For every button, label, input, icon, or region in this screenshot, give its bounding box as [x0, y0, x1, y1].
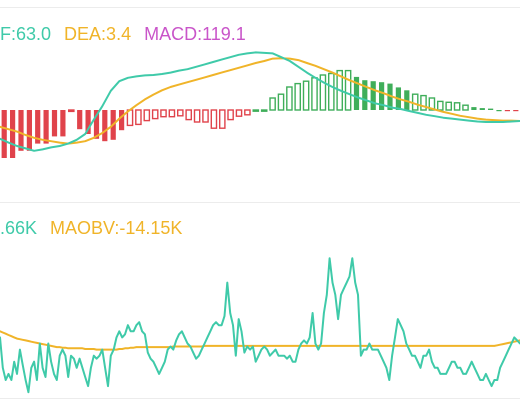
panel-divider	[0, 202, 520, 203]
macd-bar	[119, 110, 125, 131]
top-gridline	[0, 7, 520, 8]
macd-bar	[235, 109, 243, 117]
maobv-line	[0, 330, 520, 351]
macd-bar	[252, 109, 260, 112]
macd-bar	[176, 109, 184, 117]
macd-bar	[353, 76, 360, 110]
macd-bar	[51, 110, 58, 137]
obv-panel: .66K MAOBV:-14.15K	[0, 200, 520, 400]
macd-bar	[328, 72, 335, 111]
macd-bar	[496, 110, 502, 112]
macd-bar	[319, 74, 327, 111]
macd-bar	[227, 109, 234, 121]
macd-bar	[193, 109, 201, 123]
macd-bar	[210, 109, 218, 129]
macd-bar	[43, 110, 49, 144]
dif-value-label: F:63.0	[0, 24, 52, 44]
macd-bar	[453, 102, 461, 111]
macd-bar	[185, 109, 193, 121]
macd-bar	[479, 108, 485, 110]
macd-bar	[504, 110, 510, 112]
macd-bar	[294, 82, 302, 111]
dif-line	[0, 51, 520, 152]
macd-bar	[85, 110, 91, 134]
macd-bar	[362, 80, 368, 110]
macd-bar	[462, 104, 469, 111]
macd-bar	[151, 109, 159, 120]
macd-bar	[168, 109, 176, 118]
macd-bar	[488, 108, 494, 110]
macd-value-label: MACD:119.1	[144, 24, 246, 44]
macd-bar	[67, 109, 75, 113]
macd-bar	[302, 80, 310, 111]
macd-lines	[0, 51, 520, 152]
macd-bar	[93, 110, 100, 139]
macd-bar	[437, 100, 444, 111]
macd-bar	[18, 110, 24, 151]
macd-bar	[244, 109, 251, 116]
macd-bar	[420, 94, 427, 111]
macd-histogram	[1, 69, 519, 158]
macd-bar	[269, 97, 276, 111]
macd-bar	[26, 110, 32, 151]
dea-line	[0, 57, 520, 145]
bottom-gridline	[0, 398, 520, 399]
macd-bar	[1, 110, 7, 158]
macd-bar	[35, 110, 41, 144]
obv-chart	[0, 257, 520, 394]
macd-bar	[102, 110, 108, 142]
macd-bar	[277, 93, 285, 111]
macd-bar	[379, 82, 385, 110]
macd-bar	[218, 109, 226, 129]
dea-value-label: DEA:3.4	[64, 24, 132, 44]
macd-bar	[445, 101, 453, 111]
macd-bar	[428, 97, 436, 111]
macd-bar	[160, 109, 167, 118]
obv-line	[0, 257, 520, 394]
maobv-value-label: MAOBV:-14.15K	[50, 218, 183, 238]
macd-bar	[202, 109, 209, 123]
macd-panel: F:63.0 DEA:3.4 MACD:119.1	[0, 7, 520, 158]
macd-bar	[77, 110, 83, 130]
obv-lines	[0, 257, 520, 394]
obv-value-label: .66K	[0, 218, 38, 238]
macd-bar	[143, 109, 151, 122]
macd-bar	[513, 110, 519, 112]
macd-legend: F:63.0 DEA:3.4 MACD:119.1	[0, 22, 254, 46]
macd-bar	[344, 69, 352, 111]
macd-bar	[286, 86, 293, 111]
macd-bar	[411, 93, 419, 111]
macd-bar	[10, 110, 16, 158]
macd-bar	[260, 109, 268, 112]
macd-bar	[311, 77, 318, 111]
macd-bar	[135, 109, 142, 126]
macd-bar	[370, 81, 376, 110]
macd-chart	[0, 51, 520, 158]
macd-bar	[60, 110, 66, 137]
obv-legend: .66K MAOBV:-14.15K	[0, 216, 190, 240]
macd-bar	[471, 107, 477, 110]
